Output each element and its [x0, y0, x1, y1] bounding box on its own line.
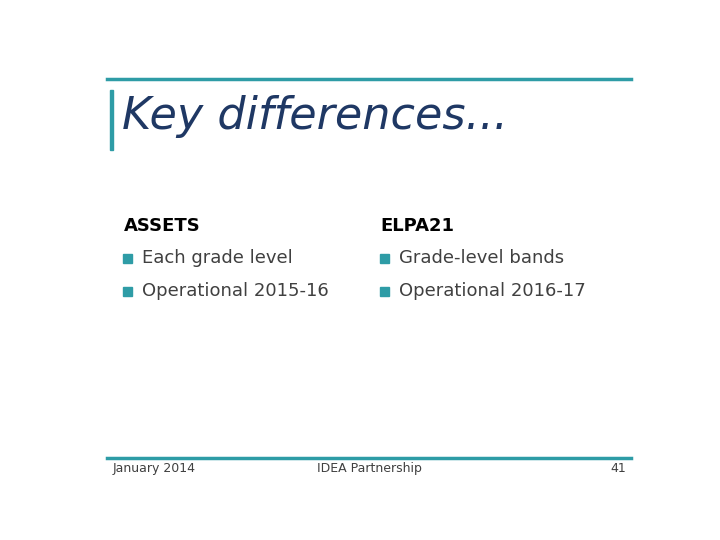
- Bar: [380, 287, 389, 296]
- Bar: [109, 90, 114, 150]
- Text: Each grade level: Each grade level: [142, 249, 292, 267]
- Bar: [124, 287, 132, 296]
- Bar: [124, 254, 132, 262]
- Text: IDEA Partnership: IDEA Partnership: [317, 462, 421, 475]
- Text: Operational 2015-16: Operational 2015-16: [142, 282, 328, 300]
- Text: Grade-level bands: Grade-level bands: [399, 249, 564, 267]
- Text: ASSETS: ASSETS: [124, 217, 200, 234]
- Bar: [380, 254, 389, 262]
- Text: January 2014: January 2014: [112, 462, 195, 475]
- Text: Key differences...: Key differences...: [122, 95, 508, 138]
- Text: 41: 41: [610, 462, 626, 475]
- Text: Operational 2016-17: Operational 2016-17: [399, 282, 585, 300]
- Text: ELPA21: ELPA21: [380, 217, 454, 234]
